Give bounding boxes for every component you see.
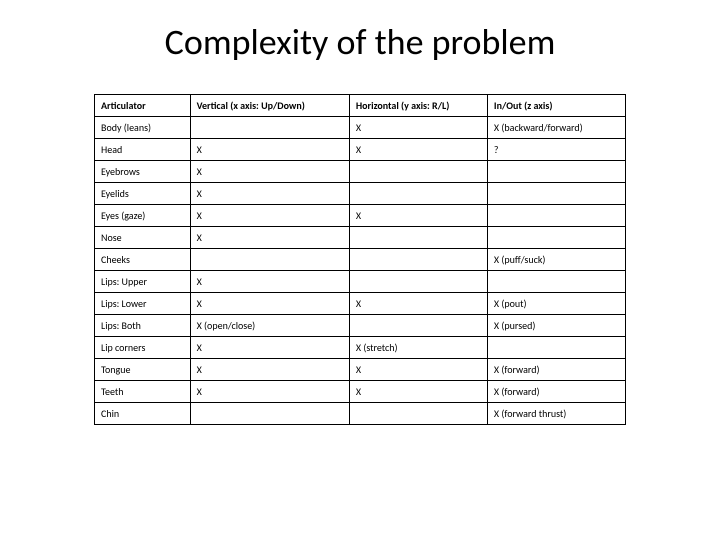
cell-horizontal: X <box>349 139 487 161</box>
cell-inout <box>487 337 625 359</box>
cell-articulator: Teeth <box>95 381 191 403</box>
cell-articulator: Lip corners <box>95 337 191 359</box>
cell-horizontal: X <box>349 205 487 227</box>
cell-inout <box>487 161 625 183</box>
table-row: Lips: Lower X X X (pout) <box>95 293 626 315</box>
cell-horizontal <box>349 227 487 249</box>
cell-articulator: Eyes (gaze) <box>95 205 191 227</box>
cell-vertical: X <box>190 271 349 293</box>
cell-horizontal <box>349 183 487 205</box>
cell-vertical: X <box>190 161 349 183</box>
articulator-table-wrap: Articulator Vertical (x axis: Up/Down) H… <box>94 94 626 425</box>
cell-articulator: Nose <box>95 227 191 249</box>
col-header-horizontal: Horizontal (y axis: R/L) <box>349 95 487 117</box>
cell-articulator: Lips: Both <box>95 315 191 337</box>
cell-horizontal <box>349 271 487 293</box>
cell-horizontal: X <box>349 117 487 139</box>
col-header-articulator: Articulator <box>95 95 191 117</box>
table-row: Eyebrows X <box>95 161 626 183</box>
cell-vertical: X <box>190 337 349 359</box>
cell-horizontal <box>349 315 487 337</box>
cell-vertical: X <box>190 205 349 227</box>
cell-vertical <box>190 403 349 425</box>
cell-inout <box>487 183 625 205</box>
cell-horizontal: X <box>349 381 487 403</box>
cell-inout: X (backward/forward) <box>487 117 625 139</box>
cell-inout <box>487 271 625 293</box>
cell-inout <box>487 227 625 249</box>
table-row: Head X X ? <box>95 139 626 161</box>
cell-inout: X (pursed) <box>487 315 625 337</box>
cell-vertical: X <box>190 183 349 205</box>
cell-articulator: Lips: Lower <box>95 293 191 315</box>
cell-articulator: Eyebrows <box>95 161 191 183</box>
cell-inout: X (puff/suck) <box>487 249 625 271</box>
table-header-row: Articulator Vertical (x axis: Up/Down) H… <box>95 95 626 117</box>
cell-vertical: X <box>190 381 349 403</box>
table-row: Lip corners X X (stretch) <box>95 337 626 359</box>
table-row: Eyelids X <box>95 183 626 205</box>
slide: Complexity of the problem Articulator Ve… <box>0 0 720 540</box>
table-row: Chin X (forward thrust) <box>95 403 626 425</box>
slide-title: Complexity of the problem <box>0 20 720 64</box>
cell-vertical: X <box>190 293 349 315</box>
table-row: Eyes (gaze) X X <box>95 205 626 227</box>
cell-inout: X (forward thrust) <box>487 403 625 425</box>
table-row: Nose X <box>95 227 626 249</box>
articulator-table: Articulator Vertical (x axis: Up/Down) H… <box>94 94 626 425</box>
cell-articulator: Lips: Upper <box>95 271 191 293</box>
cell-vertical: X <box>190 139 349 161</box>
cell-vertical <box>190 249 349 271</box>
table-row: Lips: Both X (open/close) X (pursed) <box>95 315 626 337</box>
cell-articulator: Head <box>95 139 191 161</box>
table-row: Cheeks X (puff/suck) <box>95 249 626 271</box>
cell-horizontal: X (stretch) <box>349 337 487 359</box>
cell-articulator: Eyelids <box>95 183 191 205</box>
cell-vertical <box>190 117 349 139</box>
cell-inout: X (pout) <box>487 293 625 315</box>
cell-horizontal: X <box>349 359 487 381</box>
cell-articulator: Tongue <box>95 359 191 381</box>
cell-horizontal <box>349 249 487 271</box>
table-row: Teeth X X X (forward) <box>95 381 626 403</box>
cell-inout: X (forward) <box>487 381 625 403</box>
col-header-inout: In/Out (z axis) <box>487 95 625 117</box>
cell-articulator: Cheeks <box>95 249 191 271</box>
cell-articulator: Body (leans) <box>95 117 191 139</box>
table-row: Body (leans) X X (backward/forward) <box>95 117 626 139</box>
cell-inout: ? <box>487 139 625 161</box>
cell-articulator: Chin <box>95 403 191 425</box>
cell-vertical: X <box>190 227 349 249</box>
table-row: Lips: Upper X <box>95 271 626 293</box>
col-header-vertical: Vertical (x axis: Up/Down) <box>190 95 349 117</box>
cell-horizontal <box>349 161 487 183</box>
cell-inout <box>487 205 625 227</box>
cell-horizontal: X <box>349 293 487 315</box>
cell-horizontal <box>349 403 487 425</box>
table-row: Tongue X X X (forward) <box>95 359 626 381</box>
cell-vertical: X <box>190 359 349 381</box>
cell-inout: X (forward) <box>487 359 625 381</box>
cell-vertical: X (open/close) <box>190 315 349 337</box>
